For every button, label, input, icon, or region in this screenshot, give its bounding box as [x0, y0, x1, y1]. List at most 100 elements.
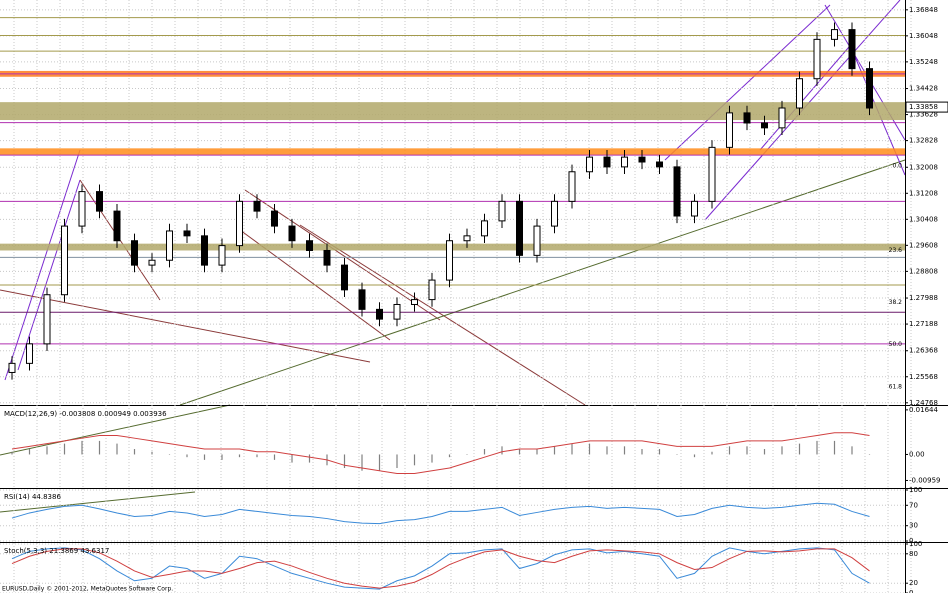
candle-body: [183, 230, 191, 237]
macd-bar: [308, 454, 311, 463]
macd-bar: [798, 443, 801, 455]
last-price-box: [905, 101, 948, 113]
candle-body: [831, 29, 838, 40]
candle-body: [341, 264, 348, 291]
macd-bar: [133, 449, 136, 455]
y-tick-label: 1.25568: [909, 373, 938, 381]
macd-bar: [781, 446, 783, 455]
macd-bar: [641, 449, 643, 455]
candle-body: [638, 156, 646, 163]
macd-bar: [116, 443, 118, 455]
macd-bar: [46, 446, 48, 455]
candle-body: [61, 225, 68, 296]
macd-bar: [186, 454, 188, 458]
macd-bar: [658, 449, 661, 455]
candle-body: [761, 122, 768, 129]
macd-bar: [816, 440, 818, 455]
y-tick-label: 1.32008: [909, 163, 938, 171]
macd-bar: [763, 449, 766, 455]
y-tick-label: 0.01644: [909, 406, 938, 414]
candle-body: [113, 210, 121, 242]
candle-body: [813, 38, 821, 80]
candle-body: [323, 249, 331, 266]
macd-bar: [851, 446, 853, 455]
y-tick-label: 1.36848: [909, 6, 938, 14]
panel-title: RSI(14) 44.8386: [4, 493, 61, 501]
candle-body: [446, 240, 453, 281]
last-price-label: 1.33858: [909, 103, 938, 111]
y-tick-label: 0: [909, 589, 913, 593]
y-tick-label: 1.27988: [909, 294, 938, 302]
y-tick-label: 1.34428: [909, 85, 938, 93]
macd-bar: [168, 454, 171, 455]
macd-bar: [273, 454, 276, 460]
candle-body: [358, 289, 366, 310]
candle-body: [481, 220, 488, 237]
macd-bar: [378, 454, 381, 471]
fib-label: 23.6: [889, 247, 903, 254]
y-tick-label: -0.00959: [909, 476, 940, 484]
macd-signal: [11, 432, 870, 474]
candle-body: [778, 107, 786, 129]
macd-bar: [431, 454, 433, 463]
footer: EURUSD,Daily © 2001-2012, MetaQuotes Sof…: [2, 586, 173, 593]
y-tick-label: 100: [909, 486, 922, 494]
macd-bar: [256, 454, 258, 458]
fib-label: 50.0: [889, 341, 903, 348]
macd-bar: [623, 446, 626, 455]
macd-bar: [396, 454, 398, 469]
fib-label: 38.2: [889, 299, 903, 306]
candle-body: [43, 294, 51, 345]
macd-bar: [11, 451, 13, 455]
candle-body: [516, 200, 523, 256]
y-tick-label: 1.33628: [909, 111, 938, 119]
price-band: [0, 102, 905, 121]
macd-bar: [571, 443, 573, 455]
panel-title: MACD(12,26,9) -0.003808 0.000949 0.00393…: [4, 410, 167, 418]
indicator-line: [11, 547, 870, 590]
macd-bar: [536, 449, 538, 455]
candle-body: [306, 240, 313, 251]
y-tick-label: 0.00: [909, 450, 925, 458]
macd-bar: [98, 440, 101, 455]
macd-bar: [711, 451, 713, 455]
candle-body: [253, 200, 261, 212]
candle-body: [166, 230, 173, 261]
y-tick-label: 1.36048: [909, 32, 938, 40]
candle-body: [691, 200, 698, 217]
y-tick-label: 1.31208: [909, 189, 938, 197]
candle-body: [393, 303, 401, 320]
candle-body: [148, 259, 156, 266]
candle-body: [708, 146, 716, 202]
y-tick-label: 70: [909, 501, 918, 509]
fib-label: 61.8: [889, 384, 903, 391]
macd-bar: [413, 454, 416, 466]
candle-body: [463, 235, 471, 242]
candle-body: [26, 343, 33, 364]
y-tick-label: 1.29608: [909, 241, 938, 249]
macd-bar: [501, 446, 503, 455]
candle-body: [673, 166, 681, 217]
y-tick-label: 20: [909, 579, 918, 587]
candle-body: [621, 156, 628, 168]
candle-body: [866, 68, 873, 109]
candle-body: [428, 279, 436, 301]
macd-bar: [221, 454, 223, 460]
macd-bar: [343, 454, 346, 469]
candle-body: [131, 240, 138, 266]
y-tick-label: 1.26368: [909, 347, 938, 355]
candle-body: [568, 171, 576, 202]
candle-body: [603, 156, 611, 168]
indicator-line: [11, 548, 870, 589]
candle-body: [551, 200, 558, 227]
macd-bar: [63, 443, 66, 455]
macd-bar: [553, 446, 556, 455]
macd-bar: [466, 454, 468, 455]
macd-bar: [693, 454, 696, 458]
indicator-line: [11, 502, 870, 525]
y-tick-label: 1.35248: [909, 58, 938, 66]
candle-body: [726, 112, 733, 148]
candle-body: [201, 235, 208, 266]
macd-bar: [868, 454, 871, 455]
